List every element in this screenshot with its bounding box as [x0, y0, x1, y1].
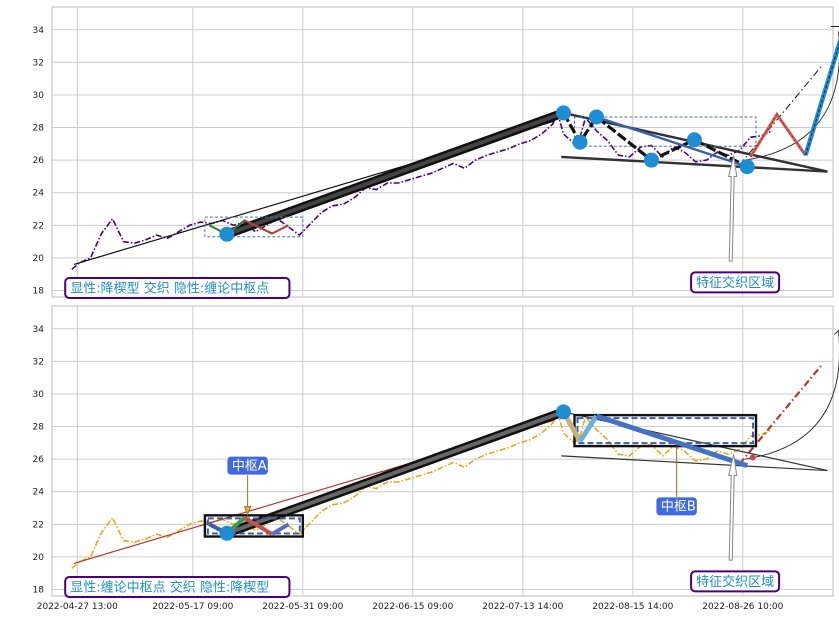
price-line	[71, 112, 773, 270]
bi-point-marker	[219, 226, 235, 242]
annotation-text: 显性:缠论中枢点 交织 隐性:降楔型	[70, 580, 269, 596]
y-tick-label: 18	[33, 585, 45, 595]
curved-arrow-head	[834, 330, 839, 335]
zone-a-strokes-red	[243, 516, 274, 536]
x-tick-label: 2022-05-31 09:00	[262, 602, 343, 612]
bi-point-marker	[556, 105, 571, 121]
steel-segment	[595, 413, 748, 469]
y-tick-label: 34	[33, 325, 45, 335]
projection-line	[739, 65, 823, 166]
steel-segment	[596, 115, 748, 168]
hollow-arrow	[728, 454, 738, 561]
wedge-lower-line	[561, 455, 828, 472]
y-tick-label: 26	[33, 455, 45, 465]
red-zigzag-dash	[750, 113, 806, 158]
annotation-text: 中枢B	[661, 500, 696, 515]
annotation-box	[690, 570, 781, 593]
wedge-lower-line	[561, 155, 828, 173]
bi-point-marker	[686, 132, 702, 148]
bi-point-marker	[219, 525, 235, 541]
y-tick-label: 22	[33, 221, 44, 231]
x-tick-label: 2022-07-13 14:00	[482, 602, 563, 612]
bi-point-marker	[589, 109, 604, 125]
hollow-arrow	[728, 155, 738, 262]
zone-a-strokes-red	[244, 219, 289, 235]
y-tick-label: 28	[33, 423, 45, 433]
y-tick-label: 30	[33, 390, 45, 400]
x-tick-label: 2022-04-27 13:00	[37, 602, 118, 612]
annotation-text: 中枢A	[232, 459, 267, 474]
bi-point-marker	[572, 134, 588, 150]
y-tick-label: 32	[33, 357, 44, 367]
annotation-text: 特征交织区域	[696, 574, 774, 590]
zhongshu-box-inner	[576, 417, 754, 445]
y-tick-label: 22	[33, 520, 44, 530]
curved-arrow	[744, 330, 839, 460]
bi-point-marker	[644, 152, 659, 168]
bi-point-marker	[739, 159, 755, 175]
zone-a-strokes-purple	[270, 522, 290, 536]
x-tick-label: 2022-05-17 09:00	[152, 602, 233, 612]
main-bi-stroke-inner	[226, 410, 565, 536]
projection-line	[738, 363, 823, 465]
top-panel: 18 20 22 24 26 28 30 32 34 显性:降楔型 交织 隐性:缠论中枢点 特征交织…	[33, 6, 839, 300]
x-tick-label: 2022-08-15 14:00	[592, 602, 673, 612]
y-tick-label: 18	[33, 286, 45, 296]
price-line	[71, 411, 773, 569]
x-tick-label: 2022-08-26 10:00	[702, 602, 783, 612]
breakout-stroke-dash	[805, 42, 839, 156]
bi-point-marker	[556, 404, 571, 420]
zhongshu-box	[203, 514, 304, 538]
y-tick-label: 26	[33, 156, 45, 166]
x-tick-label: 2022-06-15 09:00	[372, 602, 453, 612]
y-tick-label: 34	[33, 26, 45, 36]
zhongshu-box	[204, 216, 304, 238]
y-tick-label: 32	[33, 58, 44, 68]
annotation-box	[64, 277, 291, 300]
zone-b-stroke-lightblue	[577, 414, 599, 443]
annotation-text: 特征交织区域	[696, 275, 774, 291]
annotation-text: 显性:降楔型 交织 隐性:缠论中枢点	[70, 281, 269, 297]
bottom-panel: 18 20 22 24 26 28 30 32 34 中枢A 中枢B 显性:缠论中枢点 交织 隐性:降…	[33, 305, 839, 612]
y-tick-label: 20	[33, 254, 45, 264]
y-tick-label: 28	[33, 124, 45, 134]
main-bi-stroke-inner	[226, 111, 565, 237]
curved-arrow	[744, 31, 839, 161]
annotation-box	[64, 576, 291, 599]
zhongshu-box-inner	[206, 517, 301, 535]
y-tick-label: 24	[33, 488, 45, 498]
y-tick-label: 30	[33, 91, 45, 101]
end-dot	[749, 454, 756, 461]
y-tick-label: 24	[33, 189, 45, 199]
y-tick-label: 20	[33, 553, 45, 563]
annotation-box	[690, 271, 781, 294]
annotation-leader-head	[243, 506, 252, 516]
